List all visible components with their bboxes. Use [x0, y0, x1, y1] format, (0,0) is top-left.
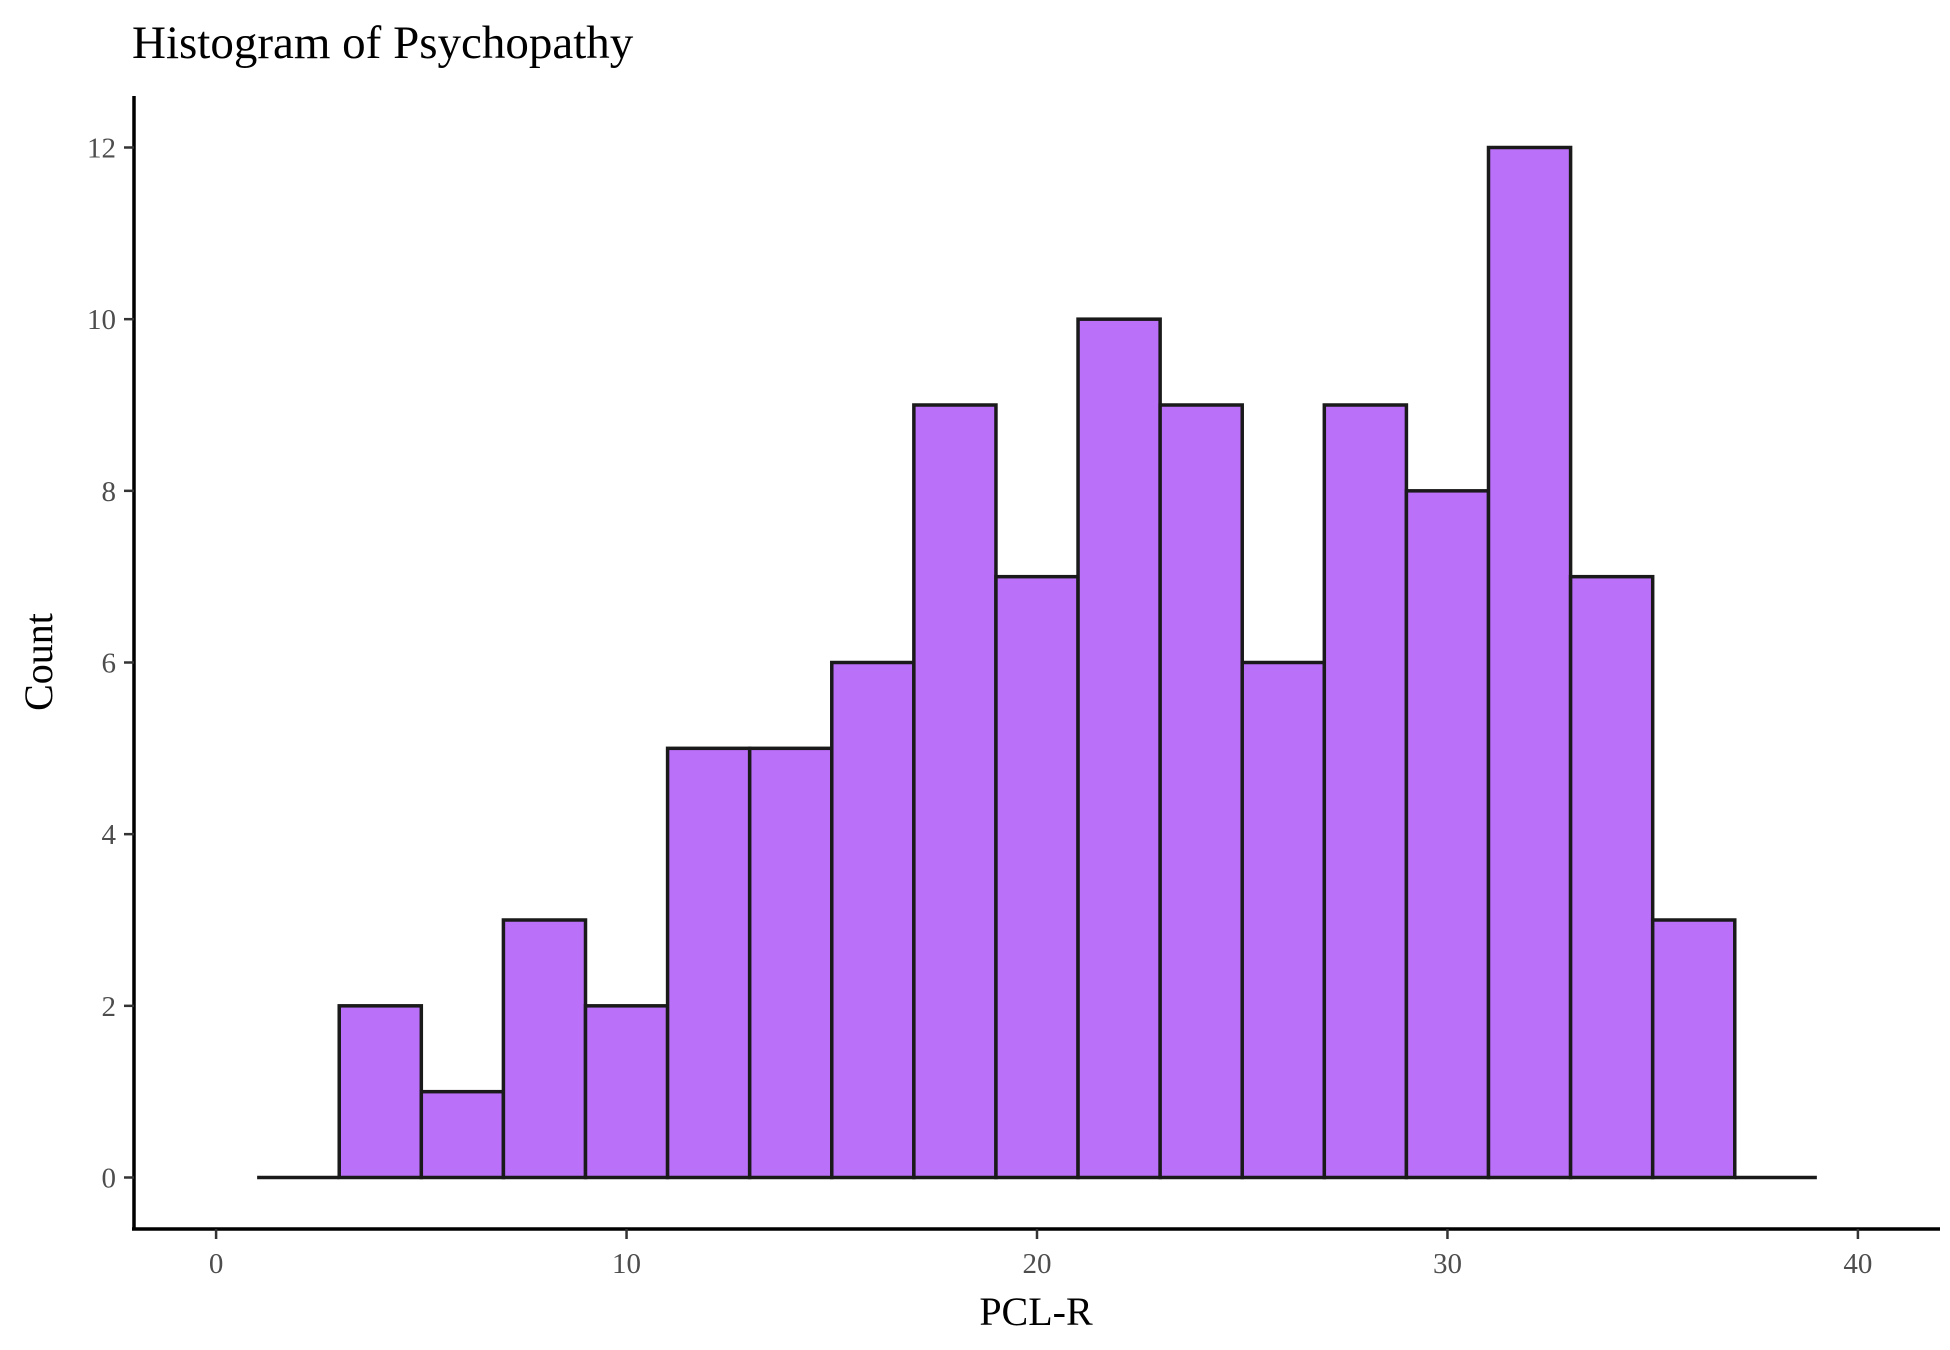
y-tick-label: 2	[102, 991, 117, 1023]
histogram-bar	[1240, 660, 1327, 1180]
histogram-bar	[337, 1004, 424, 1180]
histogram-bar	[747, 746, 834, 1180]
x-tick-label: 30	[1433, 1248, 1462, 1280]
histogram-bar	[501, 918, 588, 1180]
y-tick-label: 4	[102, 819, 117, 851]
histogram-bar	[1158, 403, 1244, 1180]
histogram-bar	[994, 574, 1080, 1180]
histogram-bar	[1486, 145, 1573, 1180]
y-tick-label: 12	[87, 133, 116, 165]
x-axis-label: PCL-R	[979, 1289, 1093, 1334]
y-tick-label: 6	[102, 648, 117, 680]
histogram-bar	[419, 1089, 506, 1180]
histogram-bar	[912, 403, 998, 1180]
histogram-bar	[583, 1004, 670, 1180]
y-tick-label: 0	[102, 1163, 117, 1195]
x-tick-label: 0	[209, 1248, 224, 1280]
histogram-bar	[1650, 918, 1737, 1180]
y-tick-label: 8	[102, 476, 117, 508]
histogram-bar	[665, 746, 752, 1180]
histogram-bar	[1404, 489, 1491, 1180]
y-axis-label: Count	[16, 613, 61, 711]
histogram-bar	[1076, 317, 1162, 1180]
chart-title: Histogram of Psychopathy	[132, 17, 634, 69]
x-ticks-group: 0 10 20 30 40	[209, 1229, 1872, 1280]
x-tick-label: 40	[1843, 1248, 1872, 1280]
y-tick-label: 10	[87, 304, 116, 336]
histogram-bar	[830, 660, 916, 1180]
histogram-bar	[1322, 403, 1409, 1180]
y-ticks-group: 0 2 4 6 8 10 12	[87, 133, 134, 1195]
x-tick-label: 20	[1023, 1248, 1052, 1280]
x-tick-label: 10	[612, 1248, 641, 1280]
histogram-bar	[1568, 574, 1655, 1180]
bars-group	[257, 145, 1817, 1180]
